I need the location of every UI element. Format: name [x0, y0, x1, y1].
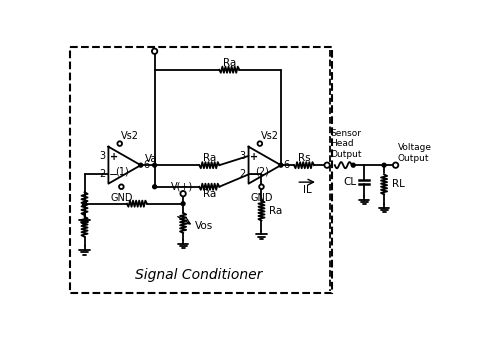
Circle shape	[352, 163, 355, 167]
Circle shape	[139, 163, 142, 167]
Text: Ra: Ra	[222, 58, 236, 68]
Circle shape	[152, 49, 158, 54]
Circle shape	[82, 202, 86, 206]
Text: 6: 6	[283, 160, 290, 170]
Text: +: +	[110, 152, 118, 162]
Circle shape	[82, 202, 86, 206]
Circle shape	[152, 163, 156, 167]
Circle shape	[393, 162, 398, 168]
Text: CL: CL	[343, 177, 356, 187]
Circle shape	[180, 191, 186, 196]
Circle shape	[118, 141, 122, 146]
Text: GND: GND	[110, 192, 132, 203]
Circle shape	[324, 162, 330, 168]
Text: (1): (1)	[115, 166, 129, 176]
Text: IL: IL	[304, 185, 312, 195]
Text: Voltage
Output: Voltage Output	[398, 143, 432, 162]
Text: Vos: Vos	[196, 221, 214, 231]
Text: 6: 6	[143, 160, 149, 170]
Text: Sensor
Head
Output: Sensor Head Output	[330, 129, 362, 158]
Text: GND: GND	[250, 192, 272, 203]
Text: Va: Va	[144, 154, 158, 164]
Text: Vs2: Vs2	[122, 131, 140, 141]
Circle shape	[258, 141, 262, 146]
Circle shape	[259, 184, 264, 189]
Circle shape	[382, 163, 386, 167]
Text: −: −	[250, 170, 258, 180]
Text: −: −	[109, 170, 118, 180]
Circle shape	[279, 163, 283, 167]
Text: 2: 2	[99, 170, 105, 179]
Text: Signal Conditioner: Signal Conditioner	[135, 268, 262, 282]
Text: Ra: Ra	[202, 153, 216, 163]
Text: 3: 3	[240, 151, 246, 161]
Text: Ra: Ra	[202, 189, 216, 199]
Text: Ra: Ra	[269, 206, 282, 216]
Text: 2: 2	[239, 170, 246, 179]
Text: 3: 3	[99, 151, 105, 161]
Text: +: +	[250, 152, 258, 162]
Text: (2): (2)	[255, 166, 269, 176]
Circle shape	[181, 202, 185, 206]
Circle shape	[119, 184, 124, 189]
Text: V(+): V(+)	[170, 182, 192, 192]
Circle shape	[152, 185, 156, 189]
Text: RL: RL	[392, 179, 404, 189]
Text: Vs2: Vs2	[262, 131, 280, 141]
Text: Rs: Rs	[298, 153, 310, 163]
